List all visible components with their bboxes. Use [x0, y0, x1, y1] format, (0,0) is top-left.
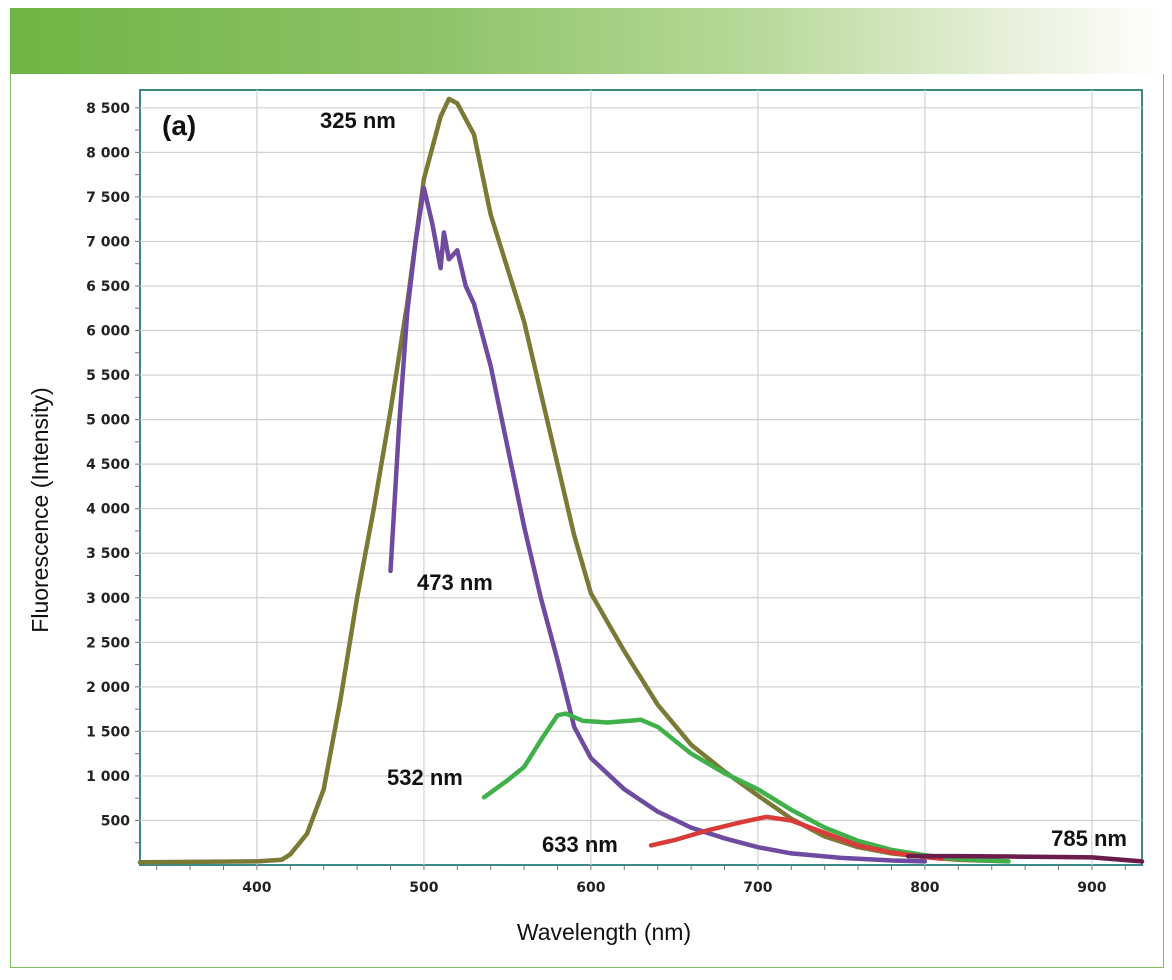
x-axis-label: Wavelength (nm)	[517, 919, 691, 945]
figure-frame	[10, 74, 1164, 968]
x-tick-label: 700	[743, 880, 772, 896]
y-tick-label: 7 500	[86, 190, 130, 206]
y-tick-label: 6 000	[86, 324, 130, 340]
y-tick-label: 6 500	[86, 279, 130, 295]
series-annotations: 325 nm 473 nm 532 nm 633 nm 785 nm	[320, 108, 1127, 857]
y-tick-label: 5 500	[86, 368, 130, 384]
plot-area	[139, 89, 1143, 866]
y-tick-label: 3 000	[86, 591, 130, 607]
y-tick-label: 4 000	[86, 502, 130, 518]
y-tick-label: 1 500	[86, 724, 130, 740]
y-tick-label: 3 500	[86, 546, 130, 562]
y-tick-label: 500	[101, 813, 130, 829]
x-tick-label: 600	[576, 880, 605, 896]
minor-ticks	[135, 107, 1126, 870]
y-axis-label: Fluorescence (Intensity)	[27, 387, 53, 632]
y-tick-label: 5 000	[86, 413, 130, 429]
series-label-532-nm: 532 nm	[387, 765, 463, 790]
series-lines	[137, 96, 1145, 865]
series-label-473-nm: 473 nm	[417, 570, 493, 595]
y-tick-label: 1 000	[86, 769, 130, 785]
series-line-532-nm	[481, 711, 1011, 864]
series-line-473-nm	[388, 185, 928, 864]
y-tick-label: 2 500	[86, 635, 130, 651]
x-tick-labels: 400 500 600 700 800 900	[242, 880, 1106, 896]
x-tick-label: 400	[242, 880, 271, 896]
x-tick-label: 900	[1077, 880, 1106, 896]
y-tick-label: 8 000	[86, 145, 130, 161]
series-line-785-nm	[905, 853, 1145, 864]
grid	[140, 90, 1142, 865]
y-tick-label: 4 500	[86, 457, 130, 473]
y-tick-label: 8 500	[86, 101, 130, 117]
series-label-785-nm: 785 nm	[1051, 826, 1127, 851]
panel-label: (a)	[162, 110, 196, 141]
header-band	[10, 8, 1164, 74]
series-label-325-nm: 325 nm	[320, 108, 396, 133]
series-line-633-nm	[648, 814, 944, 862]
y-tick-label: 2 000	[86, 680, 130, 696]
y-tick-labels: 500 1 000 1 500 2 000 2 500 3 000 3 500 4 000 4 …	[86, 101, 130, 830]
x-tick-label: 800	[910, 880, 939, 896]
series-label-633-nm: 633 nm	[542, 832, 618, 857]
y-tick-label: 7 000	[86, 234, 130, 250]
x-tick-label: 500	[409, 880, 438, 896]
